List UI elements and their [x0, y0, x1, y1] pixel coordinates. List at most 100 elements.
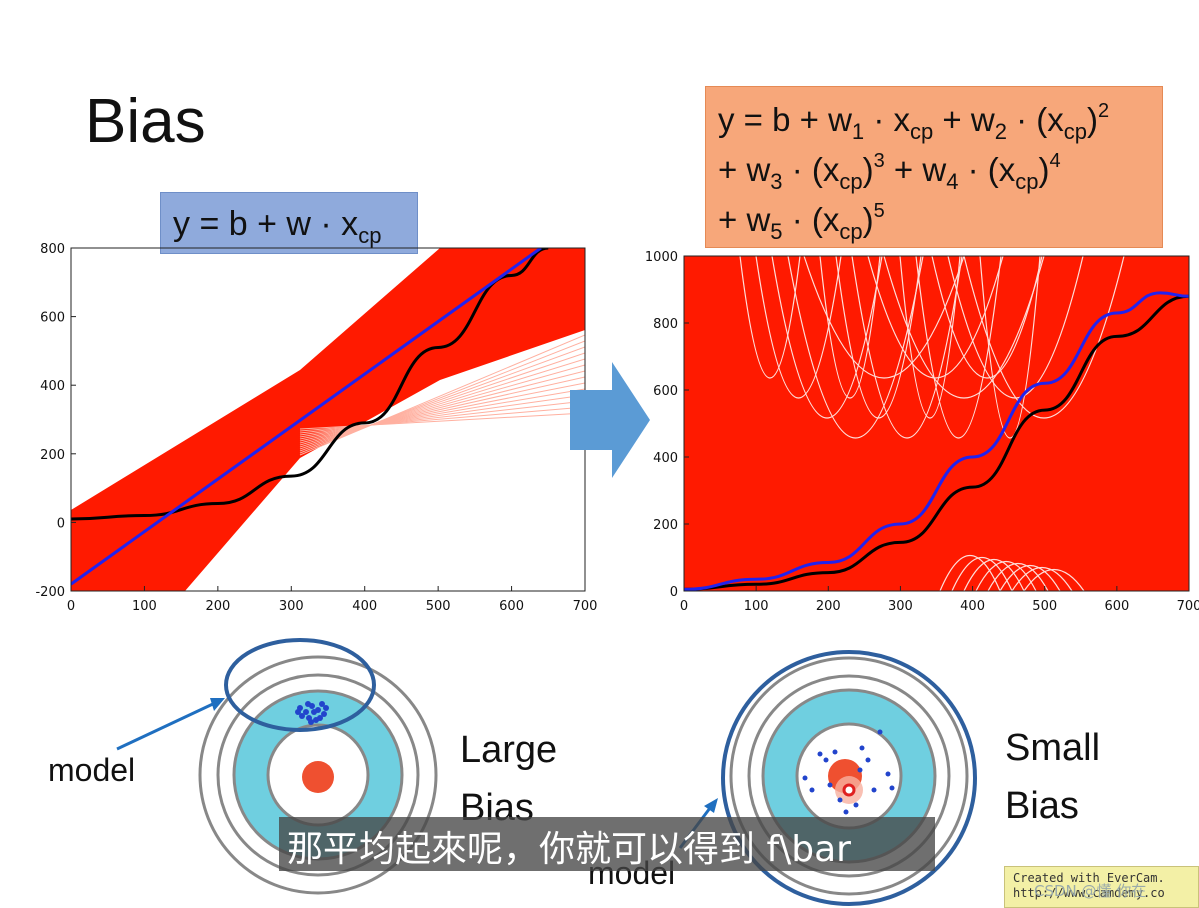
fan-arc	[1011, 566, 1073, 591]
fan-arc	[819, 256, 881, 399]
fan-arc	[931, 256, 1043, 379]
fan-streak	[299, 352, 585, 450]
polynomial-model-formula: y = b + w1 · xcp + w2 · (xcp)2 + w3 · (x…	[705, 86, 1163, 248]
y-tick-label: 200	[40, 448, 65, 463]
hit-dot	[857, 767, 863, 773]
hit-dot	[837, 797, 843, 803]
line2-part: 4	[946, 169, 959, 194]
target-left-dots	[295, 701, 329, 725]
line1-part: cp	[1063, 119, 1088, 144]
chart-right-average-line	[684, 291, 1189, 591]
line3-part: + w	[718, 201, 771, 238]
fan-arc	[963, 256, 1125, 419]
hit-dot	[889, 785, 895, 791]
y-tick-label: 0	[670, 585, 678, 600]
hit-dot	[303, 709, 309, 715]
fan-streak	[299, 346, 585, 452]
y-tick-label: -200	[35, 585, 65, 600]
line1-part: · (x	[1006, 101, 1064, 138]
hit-dot	[827, 782, 833, 788]
fan-arc	[739, 256, 801, 379]
fan-streak	[299, 376, 585, 442]
line1-part: y = b + w	[718, 101, 852, 138]
line3-part: )	[862, 201, 874, 238]
arrow-right-icon	[570, 362, 650, 478]
chart-left-average-line	[71, 248, 542, 586]
line1-part: 2	[994, 119, 1007, 144]
target-right-caption-2: Bias	[1005, 785, 1079, 827]
chart-right-ticks: 0 100 200 300 400 500 600 700 0 200 400 600 800 1000	[645, 250, 1199, 614]
slide-title: Bias	[85, 87, 206, 156]
line1-part: + w	[933, 101, 995, 138]
fan-streak	[299, 382, 585, 440]
chart-left-red-band	[71, 248, 585, 591]
subtitle-background	[279, 817, 935, 871]
hit-dot	[317, 715, 323, 721]
line1-part: · x	[864, 101, 910, 138]
hit-dot	[802, 775, 808, 781]
target-left-pointer-icon	[210, 698, 225, 711]
fan-arc	[979, 256, 1041, 439]
hit-dot	[877, 729, 883, 735]
line1-part: 2	[1098, 100, 1110, 122]
fan-arc	[1023, 568, 1085, 591]
target-left-highlight-ellipse	[224, 638, 376, 732]
hit-dot	[843, 809, 849, 815]
line1-part: )	[1087, 101, 1099, 138]
line2-part: cp	[1015, 169, 1039, 194]
x-tick-label: 300	[888, 599, 913, 614]
fan-arc	[803, 256, 965, 379]
target-left-caption-1: Large	[460, 729, 557, 771]
chart-right-red-band	[684, 256, 1189, 591]
line3-part: 5	[873, 200, 885, 222]
hit-dot	[865, 757, 871, 763]
x-tick-label: 100	[744, 599, 769, 614]
hit-dot	[853, 802, 859, 808]
x-tick-label: 100	[132, 599, 157, 614]
evercam-line-1: Created with EverCam.	[1013, 871, 1165, 885]
linear-model-formula: y = b + w · xcp	[160, 192, 418, 254]
line2-part: 3	[873, 150, 885, 172]
fan-arc	[963, 559, 1025, 591]
line1-part: 1	[851, 119, 865, 144]
y-tick-label: 800	[40, 242, 65, 257]
fan-streak	[299, 358, 585, 448]
fan-arc	[851, 256, 963, 439]
line3-part: cp	[839, 219, 863, 244]
fan-arc	[975, 561, 1037, 591]
fan-streak	[299, 364, 585, 446]
evercam-watermark: Created with EverCam. http://www.camdemy…	[1004, 866, 1199, 908]
hit-dot	[323, 705, 329, 711]
fan-streak	[299, 370, 585, 444]
hit-dot	[321, 711, 327, 717]
fan-arc	[999, 564, 1061, 591]
hit-dot	[308, 719, 314, 725]
line2-part: cp	[839, 169, 863, 194]
hit-dot	[295, 709, 301, 715]
fan-arc	[939, 554, 1001, 591]
hit-dot	[832, 749, 838, 755]
hit-dot	[305, 701, 311, 707]
y-tick-label: 0	[57, 516, 65, 531]
chart-right-red-fan	[739, 256, 1125, 591]
hit-dot	[809, 787, 815, 793]
chart-right-true-line	[684, 294, 1189, 591]
fan-arc	[987, 563, 1049, 591]
line3-part: · (x	[782, 201, 840, 238]
hit-dot	[859, 745, 865, 751]
line2-part: · (x	[958, 151, 1016, 188]
hit-dot	[319, 701, 325, 707]
target-right-dots	[802, 729, 895, 815]
y-tick-label: 1000	[645, 250, 678, 265]
fan-arc	[787, 256, 924, 439]
x-tick-label: 200	[816, 599, 841, 614]
y-tick-label: 800	[653, 317, 678, 332]
formula-subscript: cp	[358, 223, 382, 248]
fan-arc	[771, 256, 883, 419]
x-tick-label: 400	[960, 599, 985, 614]
line2-part: )	[1038, 151, 1050, 188]
fan-streak	[299, 334, 585, 456]
